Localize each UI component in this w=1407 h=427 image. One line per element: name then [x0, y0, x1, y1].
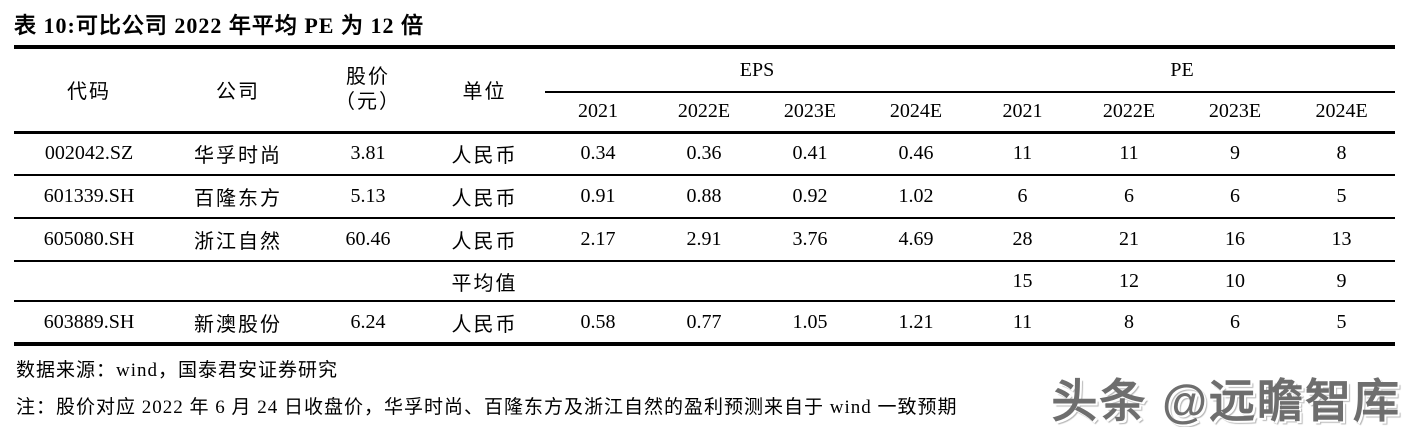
- code-cell: 603889.SH: [43, 310, 135, 333]
- price-cell: 3.81: [350, 142, 386, 165]
- table-row-average: 平均值 15 12 10 9: [14, 261, 1396, 301]
- unit-cell: 人民币: [451, 188, 518, 210]
- code-cell: 605080.SH: [43, 228, 135, 250]
- eps-2024e-cell: 4.69: [898, 228, 934, 250]
- eps-2022e-cell: 0.77: [686, 310, 722, 333]
- average-label: 平均值: [451, 272, 518, 295]
- eps-2022e-cell: 2.91: [686, 228, 722, 250]
- header-unit: 单位: [462, 81, 507, 104]
- unit-cell: 人民币: [451, 145, 518, 168]
- page-title: 表 10:可比公司 2022 年平均 PE 为 12 倍: [14, 13, 424, 38]
- avg-pe-2022e-cell: 12: [1119, 269, 1140, 292]
- pe-2023e-cell: 16: [1225, 228, 1246, 250]
- header-eps-2022e: 2022E: [677, 100, 731, 123]
- pe-2021-cell: 11: [1012, 310, 1033, 333]
- header-pe-2023e: 2023E: [1208, 100, 1262, 123]
- table-row-huafu: 002042.SZ 华孚时尚 3.81 人民币 0.34 0.36 0.41 0…: [14, 132, 1396, 175]
- eps-2022e-cell: 0.36: [686, 142, 722, 165]
- company-cell: 华孚时尚: [194, 145, 282, 168]
- watermark: 头条 @远瞻智库: [1051, 375, 1401, 427]
- empty-cell: [545, 261, 651, 301]
- avg-pe-2023e-cell: 10: [1225, 269, 1246, 292]
- pe-2024e-cell: 5: [1336, 310, 1347, 333]
- empty-cell: [757, 261, 863, 301]
- company-cell: 浙江自然: [194, 231, 282, 253]
- header-eps-2021: 2021: [578, 100, 618, 123]
- pe-2022e-cell: 8: [1124, 310, 1135, 333]
- eps-2021-cell: 0.91: [580, 185, 616, 207]
- avg-pe-2024e-cell: 9: [1336, 269, 1347, 292]
- pe-2021-cell: 28: [1012, 228, 1033, 250]
- header-company: 公司: [216, 81, 260, 104]
- eps-2023e-cell: 0.92: [792, 185, 828, 207]
- eps-2023e-cell: 0.41: [792, 142, 828, 165]
- table-row-zhejiang: 605080.SH 浙江自然 60.46 人民币 2.17 2.91 3.76 …: [14, 218, 1396, 261]
- pe-2021-cell: 11: [1012, 142, 1033, 165]
- pe-2023e-cell: 6: [1230, 185, 1241, 207]
- avg-pe-2021-cell: 15: [1012, 269, 1033, 292]
- eps-2024e-cell: 0.46: [898, 142, 934, 165]
- code-cell: 601339.SH: [43, 185, 135, 207]
- pe-2023e-cell: 9: [1230, 142, 1241, 165]
- eps-2021-cell: 0.34: [580, 142, 616, 165]
- empty-cell: [312, 261, 424, 301]
- note-line: 注：股价对应 2022 年 6 月 24 日收盘价，华孚时尚、百隆东方及浙江自然…: [16, 397, 958, 418]
- table-header: 代码 公司 股价 （元） 单位 EPS PE 2021 2022E 2023E …: [14, 47, 1396, 132]
- eps-2021-cell: 2.17: [580, 228, 616, 250]
- header-group-eps: EPS: [545, 47, 970, 93]
- empty-cell: [863, 261, 969, 301]
- data-source-line: 数据来源：wind，国泰君安证券研究: [16, 360, 339, 381]
- header-pe-2021: 2021: [1002, 100, 1043, 123]
- header-eps-2023e: 2023E: [783, 100, 837, 123]
- unit-cell: 人民币: [451, 231, 518, 253]
- eps-2022e-cell: 0.88: [686, 185, 722, 207]
- empty-cell: [651, 261, 757, 301]
- eps-2021-cell: 0.58: [580, 310, 616, 333]
- eps-2023e-cell: 3.76: [792, 228, 828, 250]
- table-row-bailong: 601339.SH 百隆东方 5.13 人民币 0.91 0.88 0.92 1…: [14, 175, 1396, 218]
- header-code: 代码: [67, 81, 111, 104]
- price-cell: 60.46: [345, 228, 391, 250]
- header-price-line2: （元）: [335, 90, 401, 113]
- pe-2023e-cell: 6: [1230, 310, 1241, 333]
- header-pe-2022e: 2022E: [1102, 100, 1156, 123]
- header-price: 股价 （元）: [312, 47, 424, 132]
- empty-cell: [164, 261, 312, 301]
- unit-cell: 人民币: [451, 313, 518, 336]
- code-cell: 002042.SZ: [44, 142, 134, 165]
- pe-2022e-cell: 21: [1119, 228, 1140, 250]
- header-price-line1: 股价: [346, 65, 390, 88]
- pe-2024e-cell: 8: [1336, 142, 1347, 165]
- pe-2022e-cell: 6: [1124, 185, 1135, 207]
- comparable-companies-table: 代码 公司 股价 （元） 单位 EPS PE 2021 2022E 2023E …: [14, 45, 1396, 346]
- eps-2023e-cell: 1.05: [792, 310, 828, 333]
- header-group-row: 代码 公司 股价 （元） 单位 EPS PE: [14, 47, 1396, 113]
- pe-2022e-cell: 11: [1119, 142, 1139, 165]
- price-cell: 6.24: [350, 310, 386, 333]
- pe-2024e-cell: 13: [1331, 228, 1352, 250]
- empty-cell: [14, 261, 164, 301]
- pe-2024e-cell: 5: [1336, 185, 1347, 207]
- eps-2024e-cell: 1.02: [898, 185, 934, 207]
- company-cell: 百隆东方: [194, 188, 282, 210]
- table-row-xinao: 603889.SH 新澳股份 6.24 人民币 0.58 0.77 1.05 1…: [14, 301, 1396, 344]
- price-cell: 5.13: [350, 185, 386, 207]
- company-cell: 新澳股份: [194, 313, 282, 336]
- header-group-pe: PE: [969, 47, 1396, 93]
- header-eps-2024e: 2024E: [889, 100, 943, 123]
- pe-2021-cell: 6: [1017, 185, 1028, 207]
- header-years-row: 2021 2022E 2023E 2024E 2021 2022E 2023E …: [14, 92, 1395, 132]
- eps-2024e-cell: 1.21: [898, 310, 934, 333]
- header-pe-2024e: 2024E: [1315, 100, 1368, 123]
